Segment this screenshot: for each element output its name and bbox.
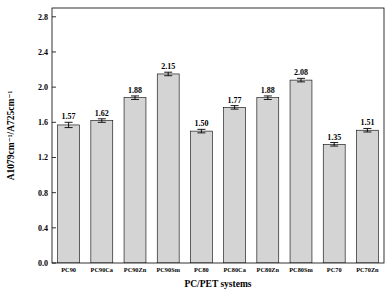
data-label: 1.51 — [360, 118, 374, 127]
data-label: 1.88 — [128, 86, 142, 95]
x-tick-label: PC90Ca — [91, 266, 114, 273]
x-tick-label: PC70Zn — [356, 266, 379, 273]
y-tick-label: 0.8 — [38, 189, 48, 198]
bar — [224, 107, 246, 263]
y-tick-label: 0.4 — [38, 224, 48, 233]
x-tick-label: PC70 — [327, 266, 342, 273]
y-tick — [52, 263, 56, 264]
bar — [157, 74, 179, 263]
error-bar — [264, 96, 272, 100]
data-label: 2.15 — [161, 62, 175, 71]
x-tick-label: PC80Ca — [223, 266, 246, 273]
data-label: 1.62 — [95, 109, 109, 118]
bar — [190, 131, 212, 263]
x-tick-label: PC90 — [61, 266, 76, 273]
y-tick-label: 0.0 — [38, 259, 48, 268]
x-tick-label: PC80 — [194, 266, 209, 273]
data-label: 1.50 — [194, 119, 208, 128]
y-tick-label: 1.2 — [38, 153, 48, 162]
error-bar — [98, 119, 106, 123]
y-tick-label: 1.6 — [38, 118, 48, 127]
y-tick — [52, 122, 56, 123]
data-label: 1.57 — [62, 112, 76, 121]
error-bar — [231, 106, 239, 110]
x-tick-label: PC90Sm — [156, 266, 180, 273]
x-tick-label: PC80Sm — [289, 266, 313, 273]
y-tick — [52, 16, 56, 17]
y-tick — [52, 87, 56, 88]
y-tick-label: 2.8 — [38, 13, 48, 22]
y-tick — [52, 157, 56, 158]
x-axis-title: PC/PET systems — [184, 279, 251, 289]
x-tick-label: PC90Zn — [124, 266, 147, 273]
plot-frame — [52, 8, 384, 263]
y-tick — [52, 51, 56, 52]
error-bar — [197, 129, 205, 133]
error-bar — [297, 78, 305, 82]
error-bar — [330, 143, 338, 147]
bar — [323, 144, 345, 263]
bars — [58, 72, 379, 263]
error-bar — [363, 128, 371, 132]
data-label: 2.08 — [294, 68, 308, 77]
y-axis-title: A1079cm⁻¹/A725cm⁻¹ — [6, 91, 16, 181]
error-bar — [131, 96, 139, 100]
error-bar — [164, 72, 172, 76]
y-tick — [52, 227, 56, 228]
x-tick-label: PC80Zn — [257, 266, 280, 273]
data-label: 1.35 — [327, 133, 341, 142]
chart: 1.57 1.62 1.88 2.15 1.50 1.77 1.88 2.08 1.35 1.51… — [0, 0, 391, 294]
y-tick — [52, 192, 56, 193]
bar — [257, 98, 279, 263]
bar — [91, 121, 113, 263]
error-bar — [65, 122, 73, 127]
bar — [356, 130, 378, 263]
y-tick-label: 2.4 — [38, 48, 48, 57]
bar — [290, 80, 312, 263]
data-label: 1.88 — [261, 86, 275, 95]
bar — [124, 98, 146, 263]
y-tick-label: 2.0 — [38, 83, 48, 92]
bar — [58, 125, 80, 263]
data-label: 1.77 — [228, 96, 242, 105]
